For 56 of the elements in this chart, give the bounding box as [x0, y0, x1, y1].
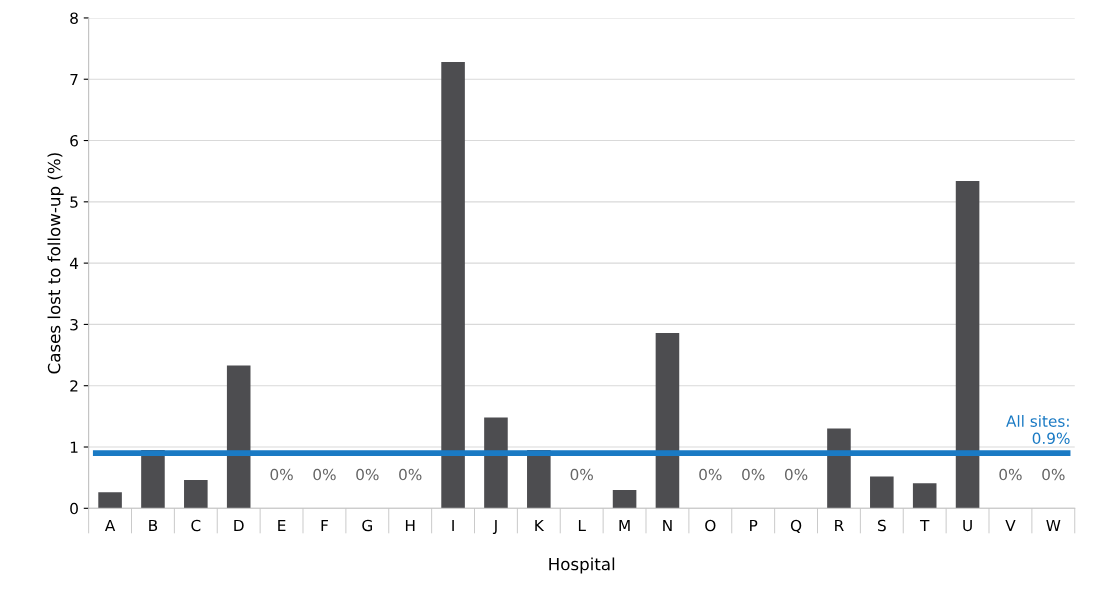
- y-axis-title: Cases lost to follow-up (%): [47, 153, 64, 374]
- x-tick-label: T: [919, 519, 930, 532]
- x-tick-label: P: [750, 519, 758, 532]
- x-tick-label: O: [705, 519, 716, 532]
- data-label: 0%: [742, 468, 765, 481]
- x-tick-label: K: [535, 519, 545, 532]
- x-tick-label: U: [963, 519, 972, 532]
- data-label: 0%: [999, 468, 1022, 481]
- bar: [870, 476, 894, 509]
- x-tick-label: B: [149, 519, 158, 532]
- x-tick-label: V: [1005, 519, 1016, 532]
- x-tick-label: G: [362, 519, 372, 532]
- data-label: 0%: [570, 468, 593, 481]
- y-tick-label: 1: [70, 441, 78, 453]
- x-tick-label: W: [1046, 519, 1061, 532]
- x-tick-label: S: [877, 519, 886, 532]
- x-tick-label: J: [492, 519, 497, 535]
- data-label: 0%: [313, 468, 336, 481]
- x-tick-label: H: [405, 519, 415, 532]
- x-tick-label: L: [578, 519, 586, 532]
- ref-line-label: All sites: 0.9%: [1006, 415, 1070, 445]
- y-tick-label: 6: [70, 135, 78, 147]
- x-tick-label: M: [619, 519, 630, 532]
- y-tick-label: 0: [70, 502, 78, 515]
- bar: [226, 365, 251, 509]
- y-tick-label: 8: [70, 12, 78, 24]
- bar: [484, 417, 508, 509]
- y-tick-label: 3: [70, 318, 78, 331]
- x-tick-label: E: [278, 519, 286, 532]
- data-label: 0%: [699, 468, 722, 481]
- bar: [955, 180, 980, 509]
- data-label: 0%: [399, 468, 422, 481]
- x-tick-label: D: [234, 519, 244, 532]
- x-tick-label: R: [835, 519, 844, 532]
- bar: [912, 483, 937, 509]
- x-axis-title: Hospital: [549, 557, 615, 574]
- data-label: 0%: [356, 468, 379, 481]
- y-tick-label: 2: [70, 380, 78, 392]
- x-tick-label: A: [104, 519, 116, 532]
- data-label: 0%: [784, 468, 808, 481]
- bar: [612, 489, 637, 509]
- x-tick-label: Q: [790, 519, 802, 533]
- data-label: 0%: [1042, 468, 1065, 481]
- y-tick-label: 5: [70, 196, 78, 208]
- x-tick-label: C: [191, 519, 201, 532]
- y-tick-label: 4: [69, 257, 79, 269]
- x-tick-label: I: [452, 519, 454, 532]
- bar: [98, 492, 122, 509]
- data-label: 0%: [270, 468, 293, 481]
- bar: [655, 333, 680, 509]
- bar: [827, 428, 851, 509]
- bar: [441, 62, 465, 509]
- x-tick-label: N: [663, 519, 672, 532]
- bar: [184, 480, 208, 509]
- y-tick-label: 7: [70, 73, 78, 86]
- x-tick-label: F: [321, 519, 328, 532]
